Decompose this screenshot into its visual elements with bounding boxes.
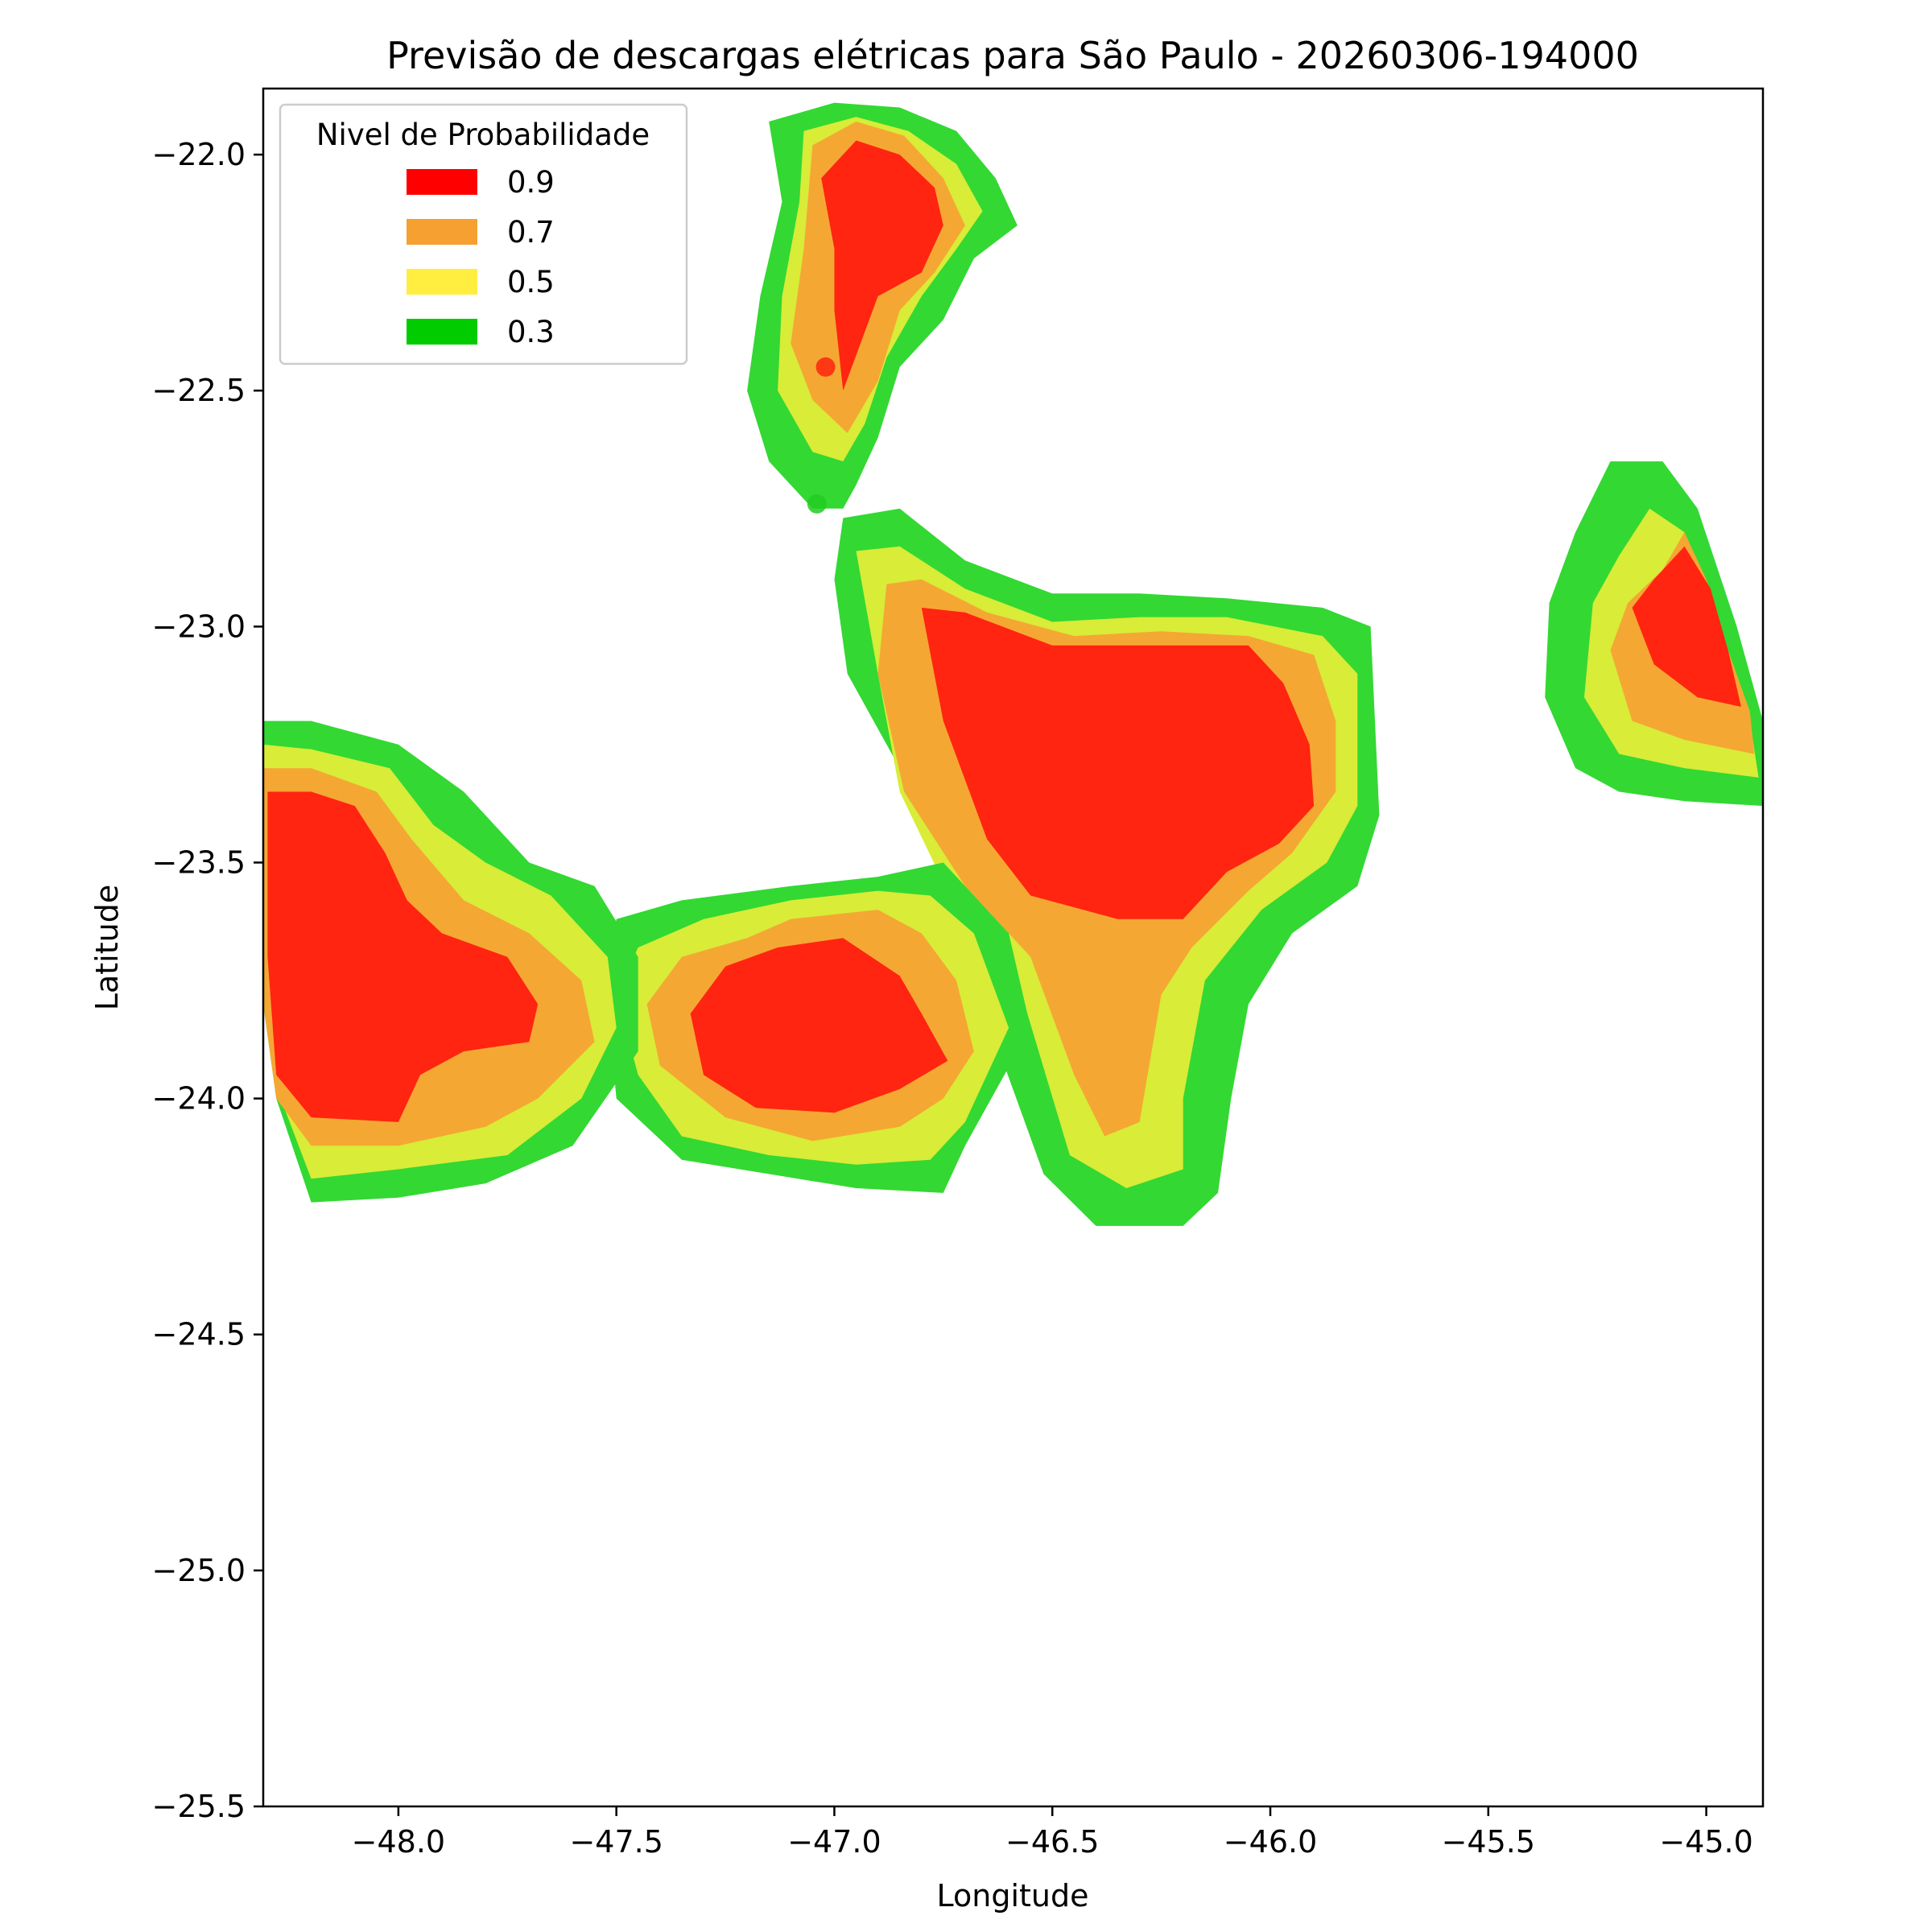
chart-title: Previsão de descargas elétricas para São… — [386, 34, 1639, 77]
y-tick-label: −23.5 — [152, 844, 246, 880]
y-axis: −22.0 −22.5 −23.0 −23.5 −24.0 −24.5 −25.0 −25.5 — [152, 137, 263, 1824]
legend-label: 0.9 — [507, 165, 555, 200]
contour-east-cell-level-0-9 — [1632, 546, 1741, 707]
region-east-cell — [1545, 461, 1763, 807]
contour-south-middle-cell-level-0-9 — [690, 938, 948, 1113]
legend-label: 0.7 — [507, 215, 555, 250]
y-tick-label: −24.5 — [152, 1317, 246, 1352]
contour-west-cell-level-0-9 — [267, 791, 539, 1122]
marker-0 — [815, 357, 836, 377]
legend-box — [279, 103, 688, 365]
x-axis-title: Longitude — [937, 1878, 1089, 1913]
y-tick-label: −24.0 — [152, 1081, 246, 1117]
x-tick-label: −47.5 — [569, 1824, 663, 1860]
legend-title: Nivel de Probabilidade — [316, 118, 650, 152]
y-axis-title: Latitude — [89, 885, 125, 1010]
legend-swatch-0-7 — [407, 219, 477, 245]
marker-1 — [807, 493, 827, 514]
legend-swatch-0-3 — [407, 319, 477, 345]
x-tick-label: −48.0 — [352, 1824, 445, 1860]
region-south-middle-cell — [607, 862, 1031, 1193]
plot-area — [263, 102, 1763, 1226]
x-axis: −48.0 −47.5 −47.0 −46.5 −46.0 −45.5 −45.0 — [352, 1806, 1753, 1860]
legend-label: 0.5 — [507, 265, 555, 299]
legend: Nivel de Probabilidade 0.9 0.7 0.5 0.3 — [279, 103, 688, 365]
legend-swatch-0-9 — [407, 169, 477, 195]
legend-swatch-0-5 — [407, 269, 477, 295]
x-tick-label: −45.5 — [1442, 1824, 1535, 1860]
y-tick-label: −22.0 — [152, 137, 246, 172]
region-west-cell — [263, 720, 638, 1203]
plot-frame — [262, 87, 1765, 1808]
contour-central-cell-level-0-9 — [921, 607, 1315, 919]
y-tick-label: −22.5 — [152, 373, 246, 408]
y-tick-label: −25.5 — [152, 1789, 246, 1824]
x-tick-label: −46.5 — [1005, 1824, 1099, 1860]
x-tick-label: −45.0 — [1659, 1824, 1752, 1860]
y-tick-label: −23.0 — [152, 609, 246, 644]
legend-label: 0.3 — [507, 315, 555, 349]
region-central-cell — [834, 508, 1380, 1226]
y-tick-label: −25.0 — [152, 1553, 246, 1588]
contour-north-cell-level-0-9 — [821, 140, 943, 391]
x-tick-label: −46.0 — [1224, 1824, 1317, 1860]
x-tick-label: −47.0 — [787, 1824, 881, 1860]
